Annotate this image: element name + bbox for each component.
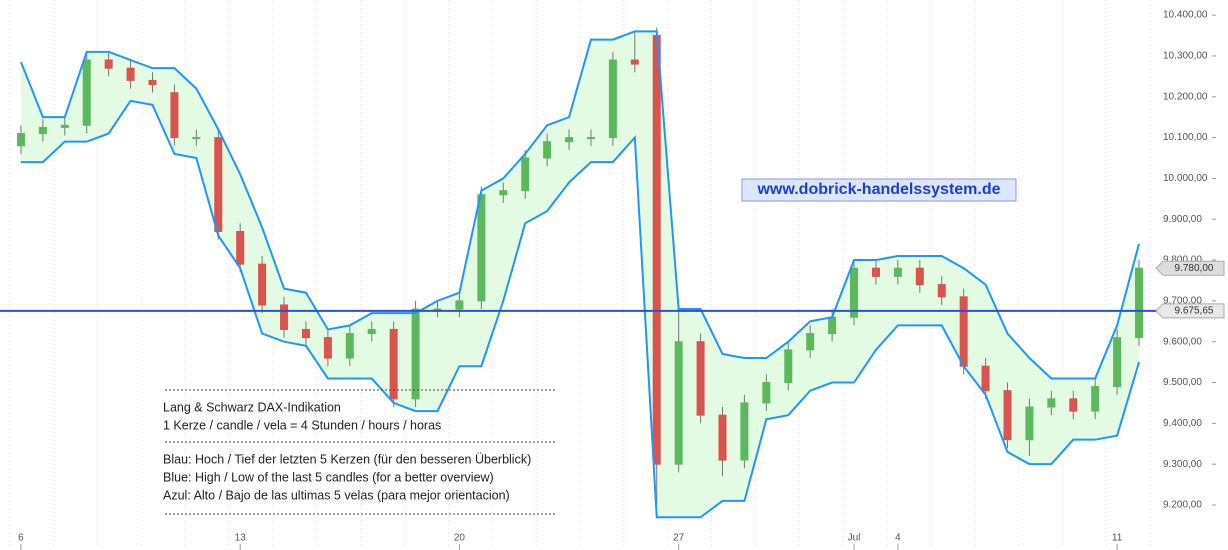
note-line: Blau: Hoch / Tief der letzten 5 Kerzen (…	[163, 452, 531, 466]
candle-body	[367, 328, 376, 335]
candle-body	[126, 67, 135, 81]
candle-body	[871, 267, 880, 277]
y-tick-label: 10.200,00	[1163, 91, 1208, 102]
x-tick-label: 6	[18, 533, 24, 544]
candle-body	[323, 337, 332, 359]
last-price-box	[1155, 260, 1225, 276]
band-line	[20, 30, 1141, 380]
candle-body	[236, 230, 245, 265]
note-line: Lang & Schwarz DAX-Indikation	[163, 400, 341, 414]
candle-body	[806, 333, 815, 351]
last-price-label: 9.780,00	[1175, 263, 1214, 274]
candle-body	[740, 402, 749, 461]
candle-body	[389, 328, 398, 400]
y-tick-label: 9.300,00	[1163, 459, 1202, 470]
x-tick-label: Jul	[848, 533, 861, 544]
candle-body	[1047, 398, 1056, 408]
y-tick-label: 10.400,00	[1163, 10, 1208, 21]
x-tick-label: 27	[673, 533, 685, 544]
candle-body	[82, 59, 91, 126]
y-tick-label: 9.800,00	[1163, 255, 1202, 266]
candle-body	[718, 414, 727, 461]
candle-body	[652, 35, 661, 465]
candle-body	[937, 284, 946, 298]
candle-body	[630, 59, 639, 65]
price-label: 9.675,65	[1175, 305, 1214, 316]
y-tick-label: 9.500,00	[1163, 377, 1202, 388]
candle-body	[586, 137, 595, 140]
y-tick-label: 10.100,00	[1163, 132, 1208, 143]
y-tick-label: 9.700,00	[1163, 296, 1202, 307]
y-tick-label: 9.900,00	[1163, 214, 1202, 225]
x-tick-label: 13	[235, 533, 247, 544]
candle-body	[1135, 267, 1144, 339]
candle-body	[608, 59, 617, 139]
candle-body	[565, 137, 574, 143]
note-line: Azul: Alto / Bajo de las ultimas 5 velas…	[163, 488, 510, 502]
candle-body	[1113, 337, 1122, 388]
y-tick-label: 9.600,00	[1163, 336, 1202, 347]
candle-body	[850, 267, 859, 318]
candle-body	[1025, 406, 1034, 441]
candle-body	[411, 308, 420, 400]
candle-body	[301, 328, 310, 339]
candle-body	[499, 190, 508, 196]
note-line: 1 Kerze / candle / vela = 4 Stunden / ho…	[163, 418, 441, 432]
x-tick-label: 11	[1112, 533, 1123, 544]
candle-body	[192, 137, 201, 140]
x-tick-label: 20	[454, 533, 466, 544]
candle-body	[60, 124, 69, 128]
note-line: Blue: High / Low of the last 5 candles (…	[163, 470, 494, 484]
candle-body	[280, 304, 289, 330]
candle-body	[828, 316, 837, 335]
candle-body	[521, 157, 530, 192]
candle-body	[345, 333, 354, 359]
candle-body	[784, 349, 793, 384]
y-tick-label: 10.300,00	[1163, 51, 1208, 62]
candle-body	[455, 300, 464, 310]
candle-body	[1069, 398, 1078, 412]
candle-body	[38, 126, 47, 134]
candle-body	[981, 365, 990, 392]
candle-body	[477, 194, 486, 302]
candle-body	[762, 382, 771, 404]
watermark-box	[741, 178, 1017, 202]
candle-body	[696, 341, 705, 416]
y-tick-label: 9.400,00	[1163, 418, 1202, 429]
candle-body	[214, 137, 223, 232]
candle-body	[258, 263, 267, 306]
x-tick-label: 4	[895, 533, 901, 544]
candle-body	[1003, 390, 1012, 441]
candle-body	[543, 141, 552, 159]
price-box	[1155, 303, 1225, 319]
candle-body	[915, 267, 924, 286]
candle-body	[148, 79, 157, 86]
watermark: www.dobrick-handelssystem.de	[756, 181, 1000, 198]
candle-body	[1091, 386, 1100, 412]
band-line	[20, 99, 1140, 519]
candle-body	[16, 132, 25, 147]
candle-body	[170, 92, 179, 139]
y-tick-label: 9.200,00	[1163, 500, 1202, 511]
candle-body	[674, 341, 683, 465]
candle-body	[893, 267, 902, 277]
y-tick-label: 10.000,00	[1163, 173, 1208, 184]
candle-body	[104, 59, 113, 69]
candle-body	[959, 296, 968, 367]
